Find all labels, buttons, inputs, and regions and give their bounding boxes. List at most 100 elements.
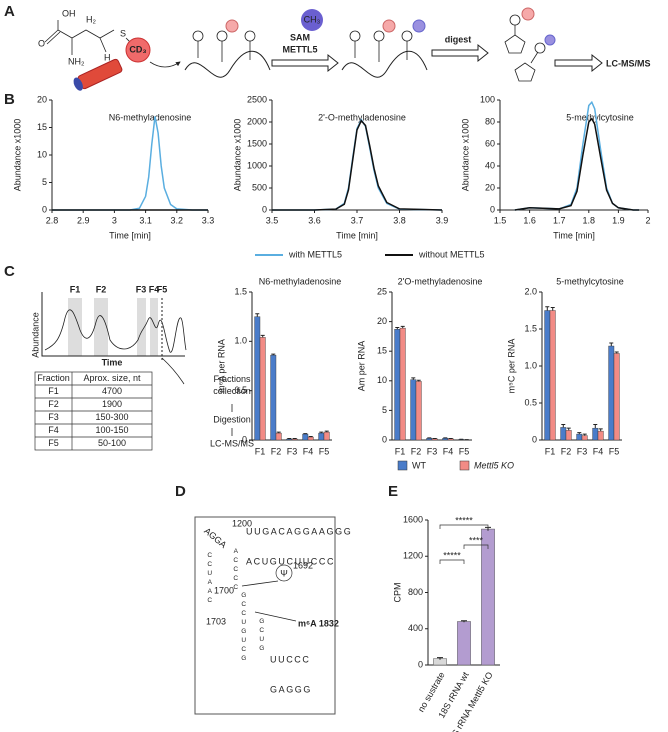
x-tick-label: 2.8	[46, 215, 59, 225]
panel-label: E	[388, 483, 398, 500]
fraction-band	[150, 298, 158, 356]
rna-strand: ACCCC	[232, 548, 239, 593]
bar	[457, 621, 471, 666]
y-tick-label: 80	[485, 116, 495, 126]
x-tick-label: F3	[287, 446, 298, 456]
y-axis-label: CPM	[392, 583, 402, 603]
rna-residues	[192, 30, 256, 62]
table-cell: 150-300	[95, 412, 128, 422]
x-tick-label: 3.7	[351, 215, 364, 225]
step-line: collection	[213, 386, 251, 396]
label-text: CD₃	[129, 44, 146, 54]
x-tick-label: F1	[395, 446, 406, 456]
schematic-art	[41, 7, 603, 715]
x-tick-label: F4	[443, 446, 454, 456]
bar	[323, 431, 330, 441]
x-tick-label: F1	[545, 446, 556, 456]
atom-label: OH	[62, 8, 76, 18]
bar	[608, 345, 615, 441]
chart-title: 5-methylcytosine	[566, 112, 634, 122]
x-axis-label: Time [min]	[109, 230, 151, 240]
enzyme: METTL5	[283, 44, 318, 54]
x-tick-label: F3	[427, 446, 438, 456]
table-cell: 1900	[102, 399, 122, 409]
bar	[613, 353, 620, 441]
significance-label: ****	[469, 535, 484, 545]
structure-label: 1700	[214, 585, 234, 595]
methyl-circle	[301, 9, 323, 31]
sketch-axes	[41, 292, 185, 357]
structure-label: 1703	[206, 616, 226, 626]
line-series	[52, 116, 208, 211]
y-tick-label: 1200	[403, 551, 423, 561]
significance-bracket	[439, 524, 489, 529]
fraction-label: F3	[136, 284, 147, 294]
error-bar	[566, 427, 571, 431]
bar	[549, 310, 556, 441]
error-bar	[593, 423, 598, 429]
table-header: Aprox. size, nt	[83, 373, 141, 383]
bar	[394, 329, 401, 441]
label-circle	[225, 19, 239, 33]
bar	[254, 316, 261, 441]
y-tick-label: 2000	[247, 116, 267, 126]
y-tick-label: 1.0	[524, 360, 537, 370]
y-axis-label: Abundance x1000	[460, 119, 470, 192]
arrow	[554, 53, 603, 73]
table-cell: F5	[48, 438, 59, 448]
y-tick-label: 0	[242, 434, 247, 444]
chart-title: N6-methyladenosine	[259, 276, 342, 286]
y-tick-label: 0.5	[524, 397, 537, 407]
y-tick-label: 0	[490, 204, 495, 214]
error-bar	[276, 431, 281, 434]
x-tick-label: F1	[255, 446, 266, 456]
bar	[318, 432, 325, 441]
y-tick-label: 5	[42, 177, 47, 187]
x-tick-label: F5	[609, 446, 620, 456]
bar	[302, 433, 309, 441]
x-tick-label: F4	[593, 446, 604, 456]
fraction-band	[94, 298, 108, 356]
y-tick-label: 0	[382, 434, 387, 444]
structure-label: 1200	[232, 518, 252, 528]
sketch-x-label: Time	[102, 357, 123, 367]
atom-label: H	[104, 52, 111, 62]
bar	[544, 310, 551, 441]
structure-frame	[194, 516, 336, 715]
bar	[481, 528, 495, 666]
molecule-bonds	[44, 20, 115, 55]
y-axis-label: m⁶A per RNA	[216, 339, 226, 393]
x-axis-label: Time [min]	[553, 230, 595, 240]
bar	[259, 337, 266, 441]
step-label: LC-MS/MS	[210, 438, 254, 448]
legend-label: WT	[412, 460, 426, 470]
bar	[415, 381, 422, 441]
bar	[270, 354, 277, 441]
error-bar	[416, 379, 421, 382]
tube	[73, 58, 123, 91]
methyl-circle	[412, 19, 426, 33]
atom-label: NH₂	[68, 56, 85, 66]
rna-wave	[184, 50, 271, 78]
fraction-label: F2	[96, 284, 107, 294]
error-bar	[400, 325, 405, 329]
chart-title: N6-methyladenosine	[109, 112, 192, 122]
bar	[275, 432, 282, 441]
rna-strand: GAGGG	[270, 684, 312, 694]
error-bar	[271, 353, 276, 356]
x-tick-label: 3	[112, 215, 117, 225]
x-tick-label: F5	[459, 446, 470, 456]
y-tick-label: 1500	[247, 138, 267, 148]
x-tick-label: F3	[577, 446, 588, 456]
error-bar	[461, 620, 467, 623]
y-tick-label: 1.5	[234, 286, 247, 296]
step-label: Fractions collection	[213, 374, 251, 396]
x-tick-label: 3.6	[308, 215, 321, 225]
label-circle	[521, 7, 535, 21]
table-cell: F1	[48, 386, 59, 396]
x-tick-label: 1.6	[523, 215, 536, 225]
y-tick-label: 2.0	[524, 286, 537, 296]
bar	[410, 379, 417, 441]
step-line: Fractions	[213, 374, 251, 384]
y-tick-label: 20	[377, 316, 387, 326]
